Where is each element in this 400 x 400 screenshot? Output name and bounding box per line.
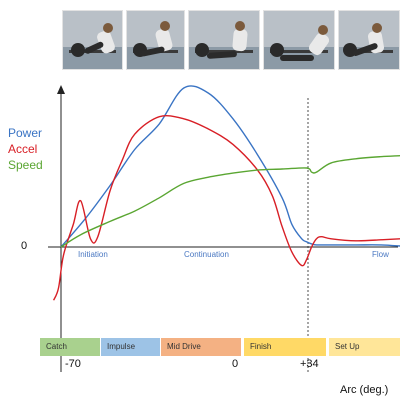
phase-impulse: Impulse (101, 338, 160, 356)
phase-mid-drive: Mid Drive (161, 338, 241, 356)
legend-speed: Speed (8, 158, 43, 172)
stroke-photo-4 (263, 10, 335, 70)
y-tick-zero: 0 (21, 240, 28, 252)
x-tick-zero: 0 (232, 358, 239, 370)
x-axis-label: Arc (deg.) (340, 384, 389, 396)
phase-catch: Catch (40, 338, 100, 356)
stroke-photo-3 (188, 10, 260, 70)
phase-set-up: Set Up (329, 338, 400, 356)
stroke-photo-1 (62, 10, 123, 70)
stroke-photo-2 (126, 10, 185, 70)
phase-continuation: Continuation (184, 250, 229, 259)
phase-flow: Flow (372, 250, 389, 259)
stroke-photo-5 (338, 10, 400, 70)
y-axis-arrow (57, 85, 65, 94)
legend-power: Power (8, 126, 43, 140)
x-tick-plus34: +34 (300, 358, 319, 370)
series-line-speed (60, 155, 400, 248)
legend-accel: Accel (8, 142, 38, 156)
x-tick-minus70: -70 (65, 358, 81, 370)
series-line-accel (52, 114, 400, 301)
series-line-power (60, 85, 400, 248)
phase-finish: Finish (244, 338, 326, 356)
phase-initiation: Initiation (78, 250, 108, 259)
